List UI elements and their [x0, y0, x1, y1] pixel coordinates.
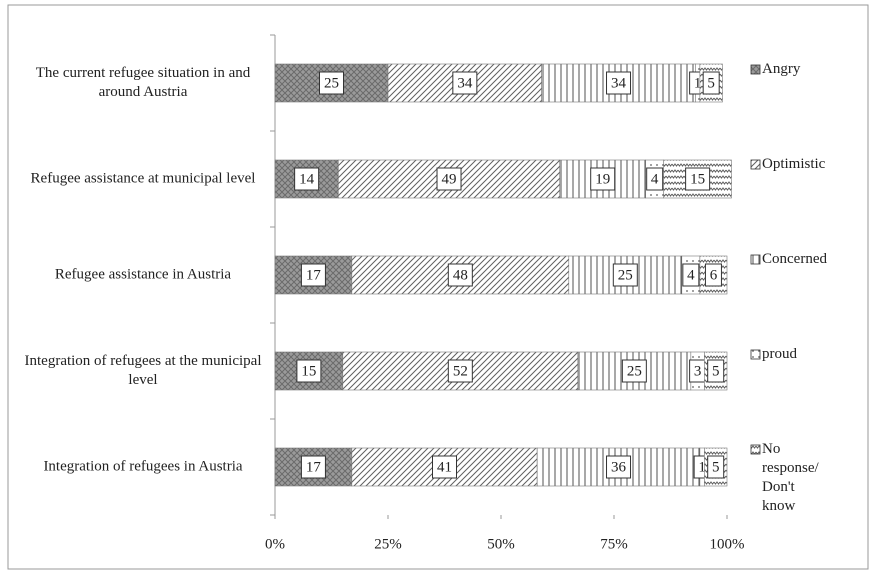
value-label: 3: [694, 363, 702, 379]
value-label-box: [590, 167, 616, 191]
category-label: Integration of refugees in Austria: [43, 458, 243, 475]
legend-label: Angry: [762, 61, 801, 77]
value-label-box: [319, 71, 344, 95]
value-label: 34: [457, 75, 473, 91]
value-label-box: [606, 71, 632, 95]
value-label: 25: [618, 267, 633, 283]
value-label-box: [452, 71, 478, 95]
value-label: 5: [712, 459, 720, 475]
category-label: The current refugee situation in and aro…: [35, 65, 251, 100]
legend-label: Optimistic: [762, 156, 826, 172]
x-tick-label: 100%: [710, 536, 745, 552]
x-tick-label: 75%: [600, 536, 628, 552]
value-label-box: [707, 359, 725, 383]
value-label: 14: [299, 171, 315, 187]
value-label-box: [296, 359, 322, 383]
frame: [7, 4, 869, 570]
value-label: 1: [694, 75, 702, 91]
value-label-box: [436, 167, 462, 191]
value-label-box: [704, 263, 722, 287]
legend-label: proud: [762, 346, 797, 362]
value-label-box: [621, 359, 647, 383]
value-label-box: [432, 455, 457, 479]
x-tick-label: 25%: [374, 536, 402, 552]
value-label-box: [300, 263, 326, 287]
value-label-box: [702, 71, 720, 95]
legend-swatch: [750, 349, 761, 360]
x-tick-label: 50%: [487, 536, 515, 552]
value-label: 17: [306, 459, 322, 475]
value-label: 5: [712, 363, 720, 379]
value-label-box: [612, 263, 638, 287]
legend-swatch: [750, 254, 761, 265]
value-label-box: [682, 263, 700, 287]
x-tick-label: 0%: [265, 536, 285, 552]
value-label-box: [447, 263, 473, 287]
legend-swatch: [750, 159, 761, 170]
value-label: 25: [324, 75, 339, 91]
value-label: 4: [651, 171, 659, 187]
value-label-box: [606, 455, 632, 479]
value-label: 41: [437, 459, 452, 475]
value-label: 17: [306, 267, 322, 283]
value-label: 15: [301, 363, 316, 379]
value-label: 36: [611, 459, 627, 475]
legend-swatch: [750, 444, 761, 455]
legend-swatch: [750, 64, 761, 75]
value-label: 19: [595, 171, 610, 187]
value-label-box: [707, 455, 725, 479]
value-label: 25: [627, 363, 642, 379]
value-label: 15: [690, 171, 705, 187]
category-label: Refugee assistance at municipal level: [30, 170, 256, 187]
value-label-box: [447, 359, 473, 383]
value-label-box: [646, 167, 664, 191]
value-label: 49: [442, 171, 457, 187]
value-label: 34: [611, 75, 627, 91]
value-label: 1: [698, 459, 706, 475]
value-label: 4: [687, 267, 695, 283]
value-label-box: [300, 455, 326, 479]
value-label-box: [685, 167, 711, 191]
value-label: 6: [710, 267, 718, 283]
value-label: 52: [453, 363, 468, 379]
legend-label: No response/ Don't know: [762, 441, 819, 514]
value-label: 48: [453, 267, 468, 283]
value-label: 5: [707, 75, 715, 91]
category-label: Refugee assistance in Austria: [54, 266, 232, 283]
category-label: Integration of refugees at the municipal…: [24, 353, 262, 388]
value-label-box: [294, 167, 320, 191]
legend-label: Concerned: [762, 251, 827, 267]
